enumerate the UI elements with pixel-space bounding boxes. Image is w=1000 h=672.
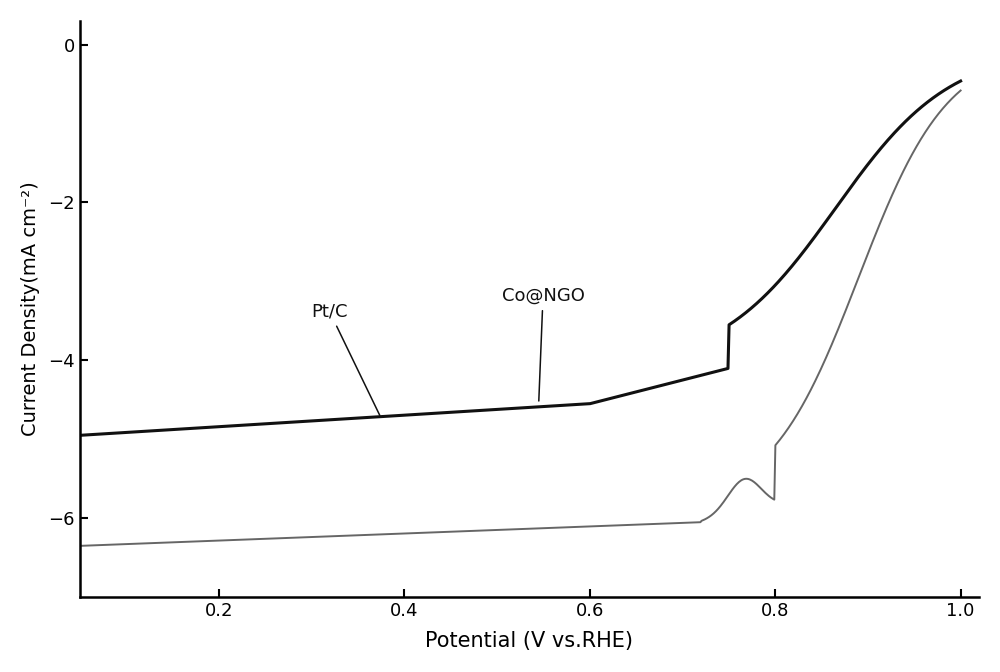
- Text: Co@NGO: Co@NGO: [502, 287, 584, 401]
- Text: Pt/C: Pt/C: [311, 303, 380, 415]
- X-axis label: Potential (V vs.RHE): Potential (V vs.RHE): [425, 631, 633, 651]
- Y-axis label: Current Density(mA cm⁻²): Current Density(mA cm⁻²): [21, 181, 40, 436]
